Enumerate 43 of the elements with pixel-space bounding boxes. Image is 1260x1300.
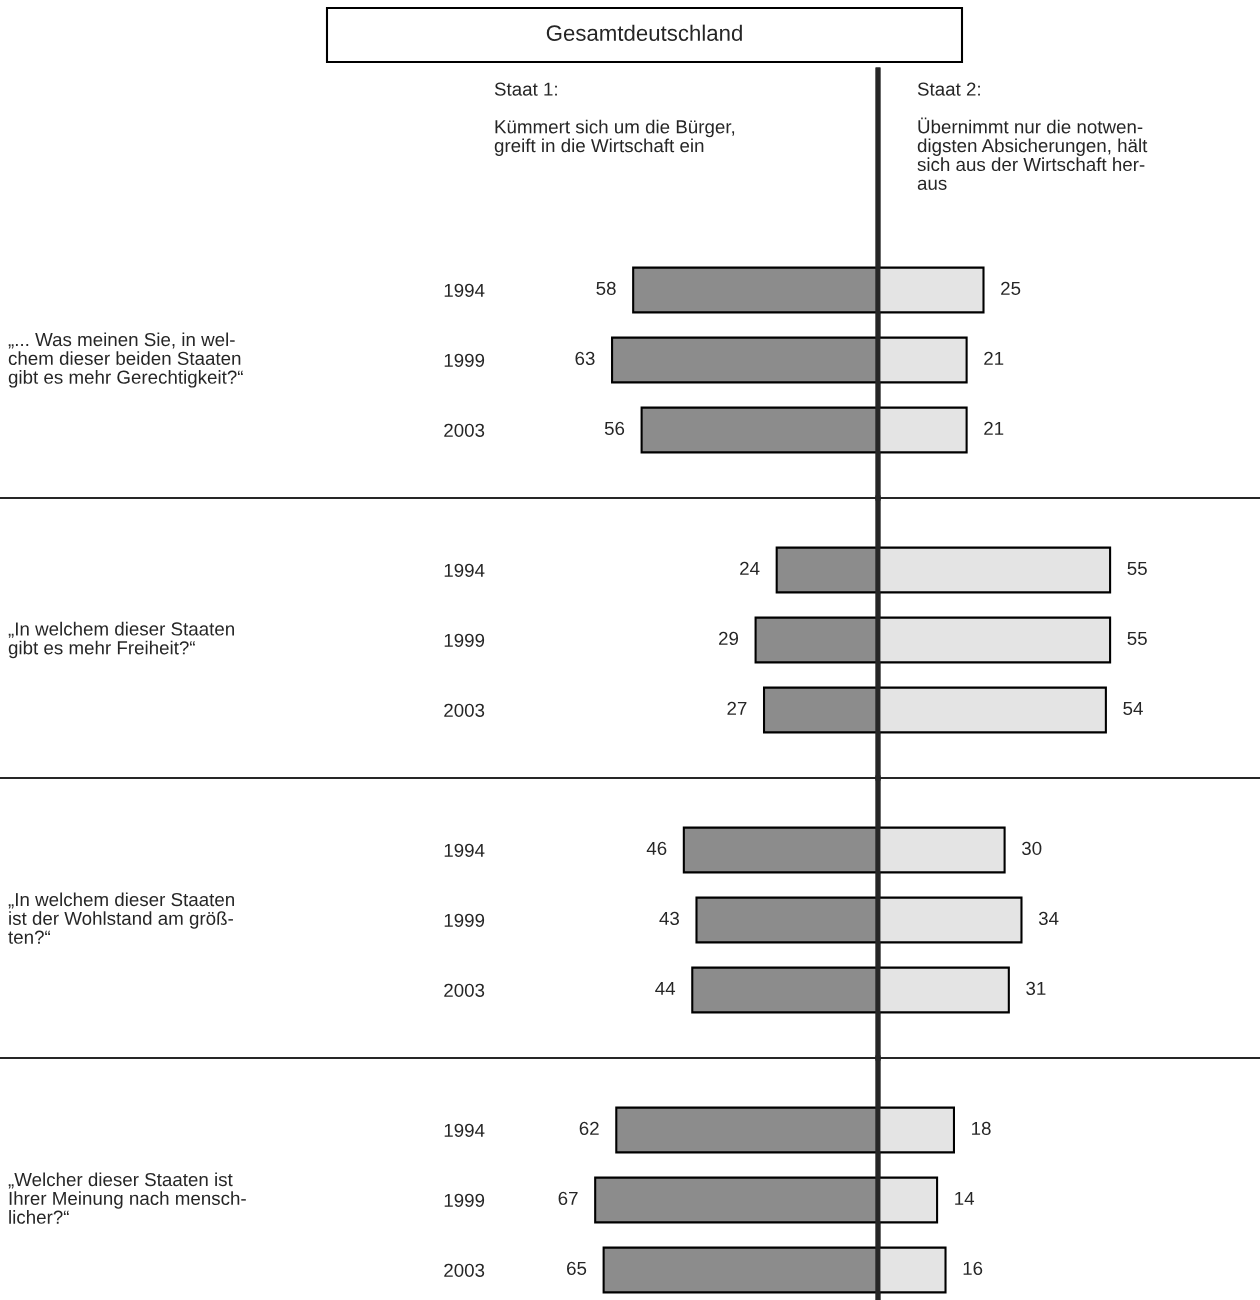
y-tick-label: 1994	[444, 563, 485, 577]
data-label: 14	[955, 1191, 975, 1205]
y-tick-label: 2003	[444, 423, 485, 437]
data-label: 25	[1001, 281, 1021, 296]
data-label: 27	[727, 701, 747, 715]
y-tick-label: 1999	[444, 353, 485, 367]
y-tick-label: 1994	[444, 1123, 485, 1137]
y-axis-title: „... Was meinen Sie, in wel- chem dieser beiden Staaten gibt es mehr Gerechtigkeit?“	[8, 332, 243, 388]
data-label: 31	[1026, 981, 1046, 996]
y-tick-label: 2003	[444, 1263, 485, 1277]
data-label: 18	[972, 1121, 991, 1136]
data-label: 58	[596, 281, 616, 296]
y-tick-label: 1999	[444, 913, 485, 927]
data-label: 63	[575, 351, 595, 366]
y-tick-label: 1999	[444, 633, 485, 647]
data-label: 62	[579, 1121, 599, 1136]
data-label: 43	[659, 911, 679, 926]
data-label: 21	[984, 351, 1004, 365]
data-label: 54	[1123, 701, 1143, 716]
data-label: 55	[1127, 561, 1147, 576]
y-tick-label: 1999	[444, 1193, 485, 1207]
chart-title: Gesamtdeutschland	[546, 24, 742, 41]
y-tick-label: 1994	[444, 843, 485, 857]
data-label: 44	[655, 981, 676, 995]
y-tick-label: 2003	[444, 703, 485, 717]
y-axis-title: „In welchem dieser Staaten gibt es mehr Freiheit?“	[8, 621, 234, 659]
text: Staat 1: Kümmert sich um die Bürger, greift in die Wirtschaft ein	[494, 82, 735, 156]
data-label: 34	[1038, 911, 1059, 926]
data-label: 55	[1127, 631, 1147, 646]
text: Staat 2: Übernimmt nur die notwen- digsten Absicherungen, hält sich aus der Wirtschaft her- aus	[917, 82, 1148, 190]
y-axis-title: „In welchem dieser Staaten ist der Wohlstand am größ- ten?“	[8, 892, 234, 944]
y-tick-label: 1994	[444, 283, 485, 297]
data-label: 65	[567, 1261, 587, 1276]
y-tick-label: 2003	[444, 983, 485, 997]
y-axis-title: „Welcher dieser Staaten ist Ihrer Meinung nach mensch- licher?“	[8, 1172, 246, 1224]
data-label: 56	[604, 421, 625, 436]
data-label: 21	[984, 421, 1004, 435]
data-label: 46	[646, 841, 667, 856]
data-label: 30	[1021, 841, 1042, 856]
data-label: 67	[558, 1191, 578, 1206]
data-label: 16	[963, 1261, 983, 1276]
data-label: 29	[719, 631, 739, 646]
data-label: 24	[740, 561, 760, 575]
